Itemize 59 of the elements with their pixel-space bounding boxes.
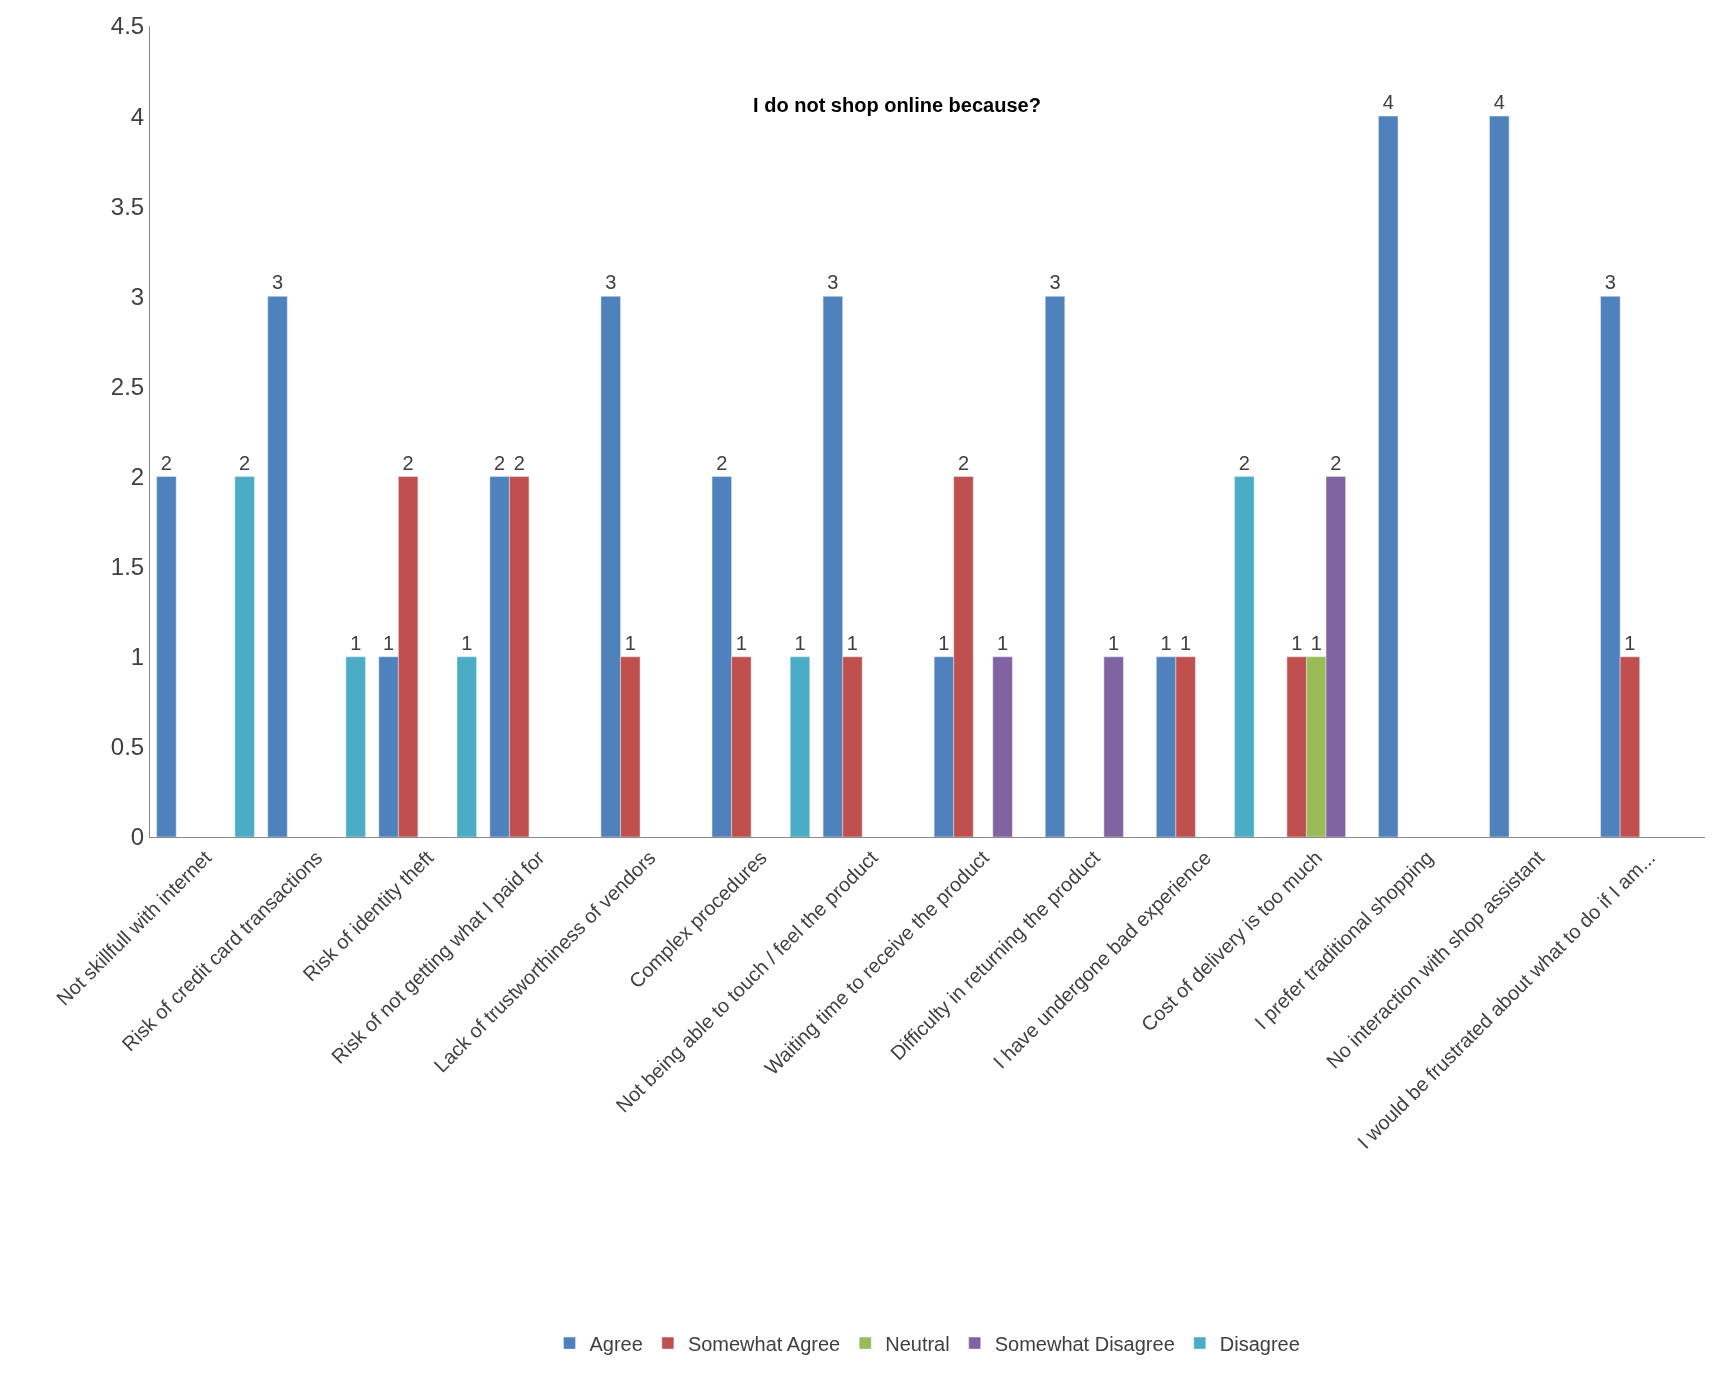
data-label: 1 bbox=[938, 631, 950, 654]
data-label: 3 bbox=[605, 271, 617, 294]
data-label: 1 bbox=[735, 631, 747, 654]
data-label: 2 bbox=[402, 451, 414, 474]
data-label: 1 bbox=[461, 631, 473, 654]
data-label: 4 bbox=[1493, 91, 1505, 114]
data-label: 1 bbox=[383, 631, 395, 654]
data-label: 1 bbox=[846, 631, 858, 654]
bar bbox=[1103, 656, 1124, 837]
bar bbox=[1489, 115, 1510, 837]
data-label: 1 bbox=[350, 631, 362, 654]
data-label: 3 bbox=[271, 271, 284, 294]
data-label: 2 bbox=[957, 451, 970, 474]
bar bbox=[1378, 115, 1399, 837]
y-tick-label: 2 bbox=[130, 462, 145, 490]
bar bbox=[156, 476, 177, 837]
y-tick-label: 1.5 bbox=[110, 553, 145, 581]
bar bbox=[1044, 296, 1066, 837]
y-tick-label: 4.5 bbox=[110, 12, 145, 40]
data-label: 2 bbox=[494, 451, 506, 474]
data-label: 3 bbox=[827, 271, 839, 294]
data-label: 1 bbox=[794, 631, 806, 654]
data-label: 2 bbox=[1238, 451, 1250, 474]
bar bbox=[1234, 476, 1255, 837]
legend-label: Agree bbox=[589, 1332, 643, 1355]
bar bbox=[789, 656, 811, 837]
y-tick-label: 3 bbox=[130, 282, 145, 310]
data-label: 1 bbox=[1624, 631, 1636, 654]
data-label: 3 bbox=[1049, 271, 1061, 294]
legend-label: Disagree bbox=[1219, 1332, 1300, 1355]
data-label: 1 bbox=[1291, 631, 1303, 654]
data-label: 1 bbox=[1108, 631, 1120, 654]
data-label: 1 bbox=[1180, 631, 1192, 654]
bar bbox=[456, 656, 477, 837]
data-label: 2 bbox=[513, 451, 525, 474]
data-label: 2 bbox=[1330, 451, 1342, 474]
y-tick-label: 0.5 bbox=[110, 733, 145, 761]
data-label: 2 bbox=[239, 451, 251, 474]
y-tick-label: 2.5 bbox=[110, 372, 145, 400]
data-label: 1 bbox=[997, 631, 1009, 654]
y-tick-label: 3.5 bbox=[110, 192, 145, 220]
data-label: 1 bbox=[624, 631, 636, 654]
legend-label: Somewhat Agree bbox=[687, 1332, 841, 1355]
y-tick-label: 0 bbox=[130, 823, 145, 851]
bar bbox=[234, 476, 255, 837]
y-tick-label: 4 bbox=[130, 102, 145, 130]
data-label: 2 bbox=[160, 451, 172, 474]
data-label: 1 bbox=[1160, 631, 1172, 654]
data-label: 4 bbox=[1382, 91, 1394, 114]
text: I do not shop online because? bbox=[753, 93, 1041, 116]
legend-label: Neutral bbox=[885, 1332, 950, 1355]
bar bbox=[267, 296, 288, 837]
legend-label: Somewhat Disagree bbox=[994, 1332, 1175, 1355]
data-label: 1 bbox=[1310, 631, 1322, 654]
data-label: 2 bbox=[716, 451, 728, 474]
bar bbox=[992, 656, 1013, 837]
data-label: 3 bbox=[1604, 271, 1616, 294]
y-tick-label: 1 bbox=[130, 643, 145, 671]
bar bbox=[345, 656, 366, 837]
